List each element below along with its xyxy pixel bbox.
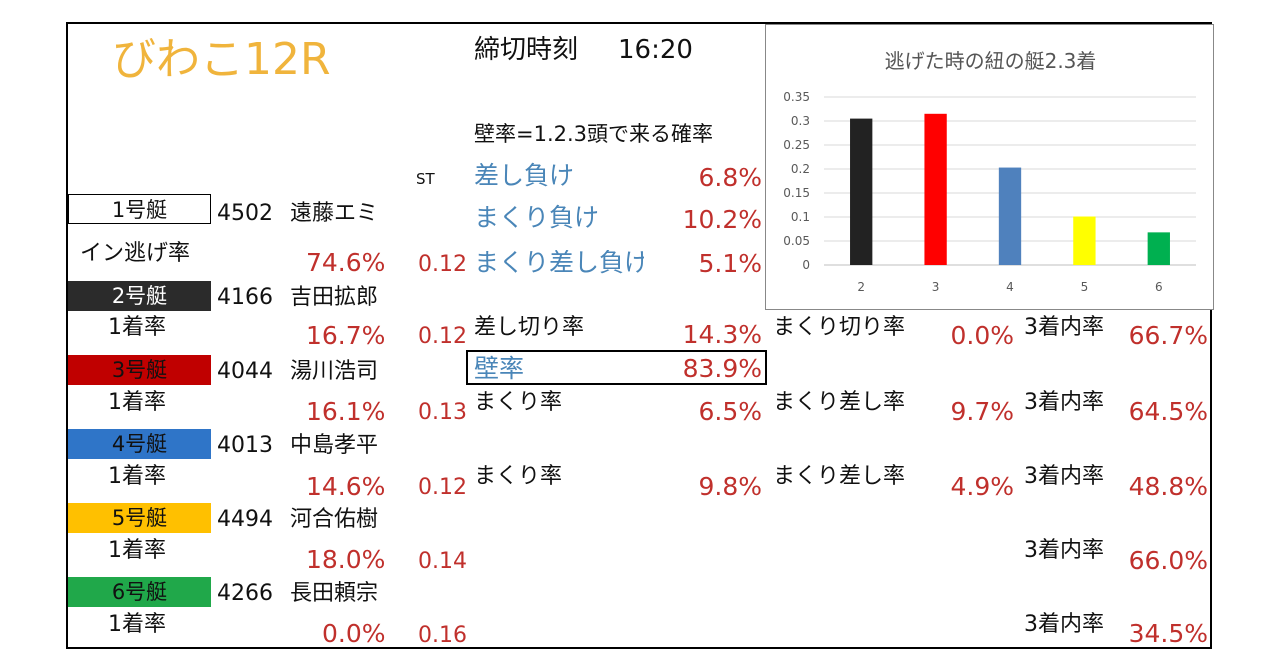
x-tick-label: 4 [1006,280,1014,294]
bar-chart: 0 0.05 0.1 0.15 0.2 0.25 0.3 0.35 2 3 4 5 6 [783,90,1196,294]
boat1-st: 0.12 [418,252,467,277]
x-tick-label: 6 [1155,280,1163,294]
boat5-name: 河合佑樹 [290,507,379,532]
boat5-c-label: 3着内率 [1024,538,1104,563]
boat3-c-label: 3着内率 [1024,390,1104,415]
boat6-c-label: 3着内率 [1024,612,1104,637]
bar-2 [850,118,873,265]
st-header: ST [416,170,435,188]
deadline-label: 締切時刻 [474,35,579,65]
boat6-label: 6号艇 [68,577,211,607]
boat2-name: 吉田拡郎 [290,285,379,310]
boat4-name: 中島孝平 [290,433,379,458]
boat2-label: 2号艇 [68,281,211,311]
boat3-st: 0.13 [418,400,467,425]
y-tick-label: 0.15 [783,186,810,200]
boat1-label: 1号艇 [68,194,211,224]
boat3-c-value: 64.5% [1128,397,1208,426]
boat3-rate-label: 1着率 [108,390,166,415]
boat1-rate: 74.6% [306,248,386,277]
kabe-label: 壁率 [474,354,525,383]
bar-4 [998,167,1022,265]
y-tick-label: 0 [802,258,810,272]
boat5-rate-label: 1着率 [108,538,166,563]
makurisashi-make-value: 5.1% [698,249,762,278]
boat6-number: 4266 [217,581,273,606]
bar-5 [1073,216,1096,265]
sashi-make-value: 6.8% [698,163,762,192]
makuri-make-label: まくり負け [474,203,600,232]
y-tick-label: 0.25 [783,138,810,152]
boat1-name: 遠藤エミ [290,201,379,226]
boat2-a-label: 差し切り率 [474,315,585,340]
boat4-c-label: 3着内率 [1024,464,1104,489]
bar-6 [1147,232,1170,265]
boat4-rate: 14.6% [306,472,386,501]
boat3-label: 3号艇 [68,355,211,385]
boat4-c-value: 48.8% [1128,472,1208,501]
y-tick-label: 0.35 [783,90,810,104]
boat4-label: 4号艇 [68,429,211,459]
y-tick-label: 0.05 [783,234,810,248]
boat4-a-value: 9.8% [698,472,762,501]
x-tick-label: 2 [857,280,865,294]
kabe-box [466,350,767,385]
y-tick-label: 0.3 [791,114,810,128]
boat1-rate-label: イン逃げ率 [80,241,191,266]
boat2-number: 4166 [217,285,273,310]
boat4-rate-label: 1着率 [108,464,166,489]
sashi-make-label: 差し負け [474,161,575,190]
boat2-b-value: 0.0% [950,321,1014,350]
boat4-b-value: 4.9% [950,472,1014,501]
boat2-rate-label: 1着率 [108,315,166,340]
boat5-number: 4494 [217,507,273,532]
chart-title: 逃げた時の紐の艇2.3着 [884,49,1097,73]
boat2-b-label: まくり切り率 [773,315,906,340]
boat4-st: 0.12 [418,475,467,500]
boat5-label: 5号艇 [68,503,211,533]
boat3-b-value: 9.7% [950,397,1014,426]
kabe-description: 壁率=1.2.3頭で来る確率 [474,122,714,146]
boat6-rate-label: 1着率 [108,612,166,637]
boat2-rate: 16.7% [306,321,386,350]
chart-panel: 逃げた時の紐の艇2.3着 0 0.05 0.1 0.15 0.2 0.25 0.3 0.35 2… [765,24,1214,310]
boat6-c-value: 34.5% [1128,619,1208,648]
boat4-b-label: まくり差し率 [773,464,906,489]
boat6-rate: 0.0% [322,619,386,648]
makuri-make-value: 10.2% [682,205,762,234]
boat2-c-value: 66.7% [1128,321,1208,350]
deadline: 締切時刻 16:20 [474,37,693,63]
makurisashi-make-label: まくり差し負け [474,250,644,275]
boat3-a-label: まくり率 [474,390,563,415]
boat6-name: 長田頼宗 [290,581,379,606]
y-tick-label: 0.2 [791,162,810,176]
boat2-c-label: 3着内率 [1024,315,1104,340]
boat2-st: 0.12 [418,324,467,349]
race-sheet-frame [66,22,1212,649]
boat6-st: 0.16 [418,623,467,648]
x-tick-label: 3 [932,280,940,294]
boat5-st: 0.14 [418,549,467,574]
boat5-c-value: 66.0% [1128,546,1208,575]
deadline-time: 16:20 [618,35,693,65]
kabe-value: 83.9% [682,354,762,383]
y-tick-label: 0.1 [791,210,810,224]
bar-3 [924,113,947,265]
boat3-b-label: まくり差し率 [773,390,906,415]
boat3-name: 湯川浩司 [290,359,379,384]
boat4-number: 4013 [217,433,273,458]
boat5-rate: 18.0% [306,545,386,574]
boat3-a-value: 6.5% [698,397,762,426]
x-tick-label: 5 [1081,280,1089,294]
race-title: びわこ12R [112,34,331,85]
boat1-number: 4502 [217,201,273,226]
boat4-a-label: まくり率 [474,464,563,489]
boat3-number: 4044 [217,359,273,384]
boat2-a-value: 14.3% [682,320,762,349]
boat3-rate: 16.1% [306,397,386,426]
